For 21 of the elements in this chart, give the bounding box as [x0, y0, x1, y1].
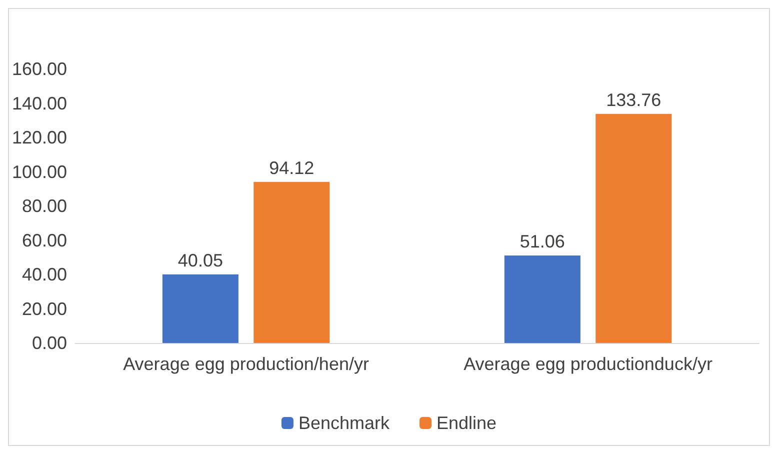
legend-label: Endline: [436, 413, 497, 433]
y-tick-label: 80.00: [22, 196, 68, 216]
bar: [596, 114, 672, 343]
data-label: 94.12: [269, 158, 314, 178]
legend-label: Benchmark: [298, 413, 390, 433]
data-label: 40.05: [178, 250, 223, 270]
y-tick-label: 20.00: [22, 298, 68, 319]
bar: [254, 182, 330, 343]
y-tick-label: 60.00: [22, 230, 68, 250]
data-label: 51.06: [520, 232, 565, 252]
y-tick-label: 160.00: [12, 59, 68, 79]
y-tick-label: 140.00: [12, 93, 68, 114]
bar: [504, 256, 580, 343]
bar: [162, 274, 238, 343]
y-tick-label: 40.00: [22, 264, 68, 284]
x-tick-label: Average egg production/hen/yr: [123, 354, 369, 374]
y-tick-label: 100.00: [12, 162, 68, 182]
y-tick-label: 0.00: [32, 333, 68, 353]
y-tick-label: 120.00: [12, 128, 68, 148]
x-tick-label: Average egg productionduck/yr: [464, 354, 712, 374]
data-label: 133.76: [606, 90, 662, 110]
